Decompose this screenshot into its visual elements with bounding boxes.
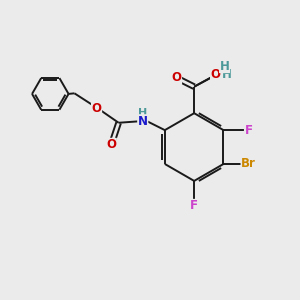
Text: H: H [220,60,230,73]
Text: F: F [244,124,253,136]
Text: Br: Br [241,158,256,170]
Text: H: H [222,68,232,81]
Text: N: N [138,115,148,128]
Text: O: O [106,138,116,151]
Text: F: F [190,200,198,212]
Text: O: O [92,101,101,115]
Text: O: O [172,71,182,84]
Text: O: O [211,68,221,81]
Text: O: O [211,68,221,81]
Text: H: H [138,108,147,118]
